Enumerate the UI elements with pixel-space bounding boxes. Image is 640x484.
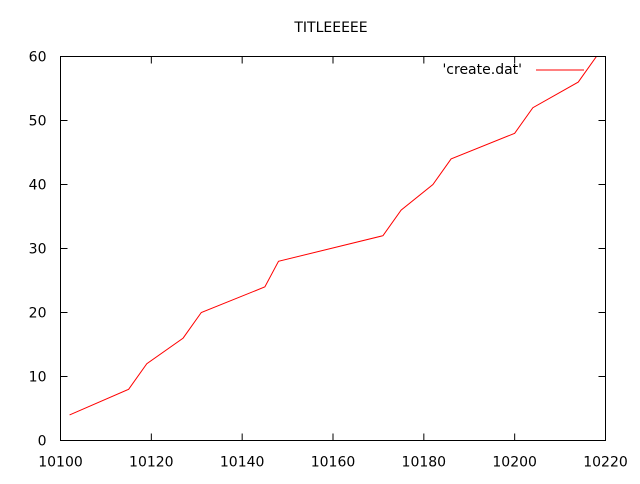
y-tick-label: 40 <box>29 178 47 194</box>
x-tick-label: 10120 <box>129 455 174 471</box>
legend-label: 'create.dat' <box>442 62 522 78</box>
series-line <box>69 56 598 416</box>
y-tick-label: 10 <box>29 370 47 386</box>
x-tick-label: 10180 <box>402 455 447 471</box>
y-tick-label: 50 <box>29 114 47 130</box>
y-tick-label: 30 <box>29 242 47 258</box>
x-axis: 10100 10120 10140 10160 10180 10200 10220 <box>38 56 628 471</box>
y-tick-label: 20 <box>29 306 47 322</box>
plot-frame <box>60 56 606 441</box>
legend: 'create.dat' <box>442 62 584 78</box>
chart-title: TITLEEEEE <box>293 20 367 36</box>
y-axis: 0 10 20 30 40 50 60 <box>29 50 606 450</box>
x-tick-label: 10140 <box>220 455 265 471</box>
y-tick-label: 60 <box>29 50 47 66</box>
series-group <box>69 56 598 416</box>
x-tick-label: 10200 <box>492 455 537 471</box>
x-tick-label: 10220 <box>583 455 628 471</box>
x-tick-label: 10100 <box>38 455 83 471</box>
y-tick-label: 0 <box>38 434 47 450</box>
x-tick-label: 10160 <box>311 455 356 471</box>
